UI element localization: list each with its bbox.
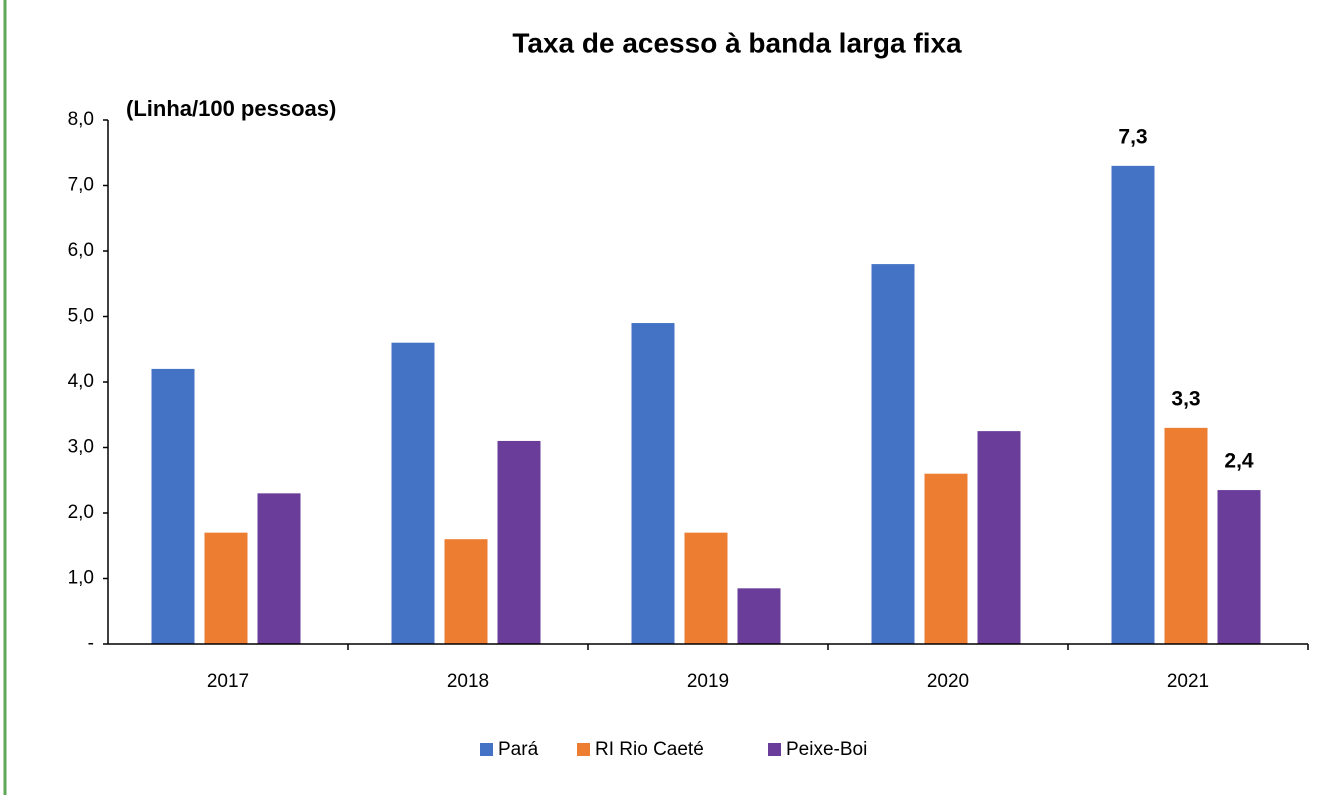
bar <box>737 588 781 644</box>
bar <box>631 323 675 644</box>
x-tick-label: 2020 <box>927 671 969 692</box>
y-tick-label: 1,0 <box>68 568 94 589</box>
x-tick-label: 2019 <box>687 671 729 692</box>
data-label: 3,3 <box>1171 387 1200 410</box>
y-tick-label: 7,0 <box>68 175 94 196</box>
bar <box>204 532 248 644</box>
legend-label: Peixe-Boi <box>786 739 867 760</box>
data-label: 2,4 <box>1224 450 1254 473</box>
y-tick-label: 8,0 <box>68 109 94 130</box>
legend-swatch <box>480 743 493 756</box>
legend-swatch <box>577 743 590 756</box>
bar <box>924 473 968 644</box>
bar <box>977 431 1021 644</box>
bar <box>1111 165 1155 644</box>
y-tick-label: 6,0 <box>68 240 94 261</box>
y-tick-label: 2,0 <box>68 502 94 523</box>
data-label: 7,3 <box>1118 125 1147 148</box>
bar <box>151 368 195 644</box>
y-tick-label: 3,0 <box>68 437 94 458</box>
y-tick-label: 5,0 <box>68 306 94 327</box>
y-tick-label: 4,0 <box>68 371 94 392</box>
bar <box>257 493 301 644</box>
legend-swatch <box>768 743 781 756</box>
legend-label: Pará <box>498 739 539 760</box>
bar <box>684 532 728 644</box>
bar <box>1217 490 1261 644</box>
bar <box>1164 427 1208 644</box>
chart-title: Taxa de acesso à banda larga fixa <box>512 27 962 58</box>
legend-label: RI Rio Caeté <box>595 739 704 760</box>
x-tick-label: 2017 <box>207 671 249 692</box>
y-axis-label: (Linha/100 pessoas) <box>126 96 336 121</box>
bar <box>497 440 541 644</box>
y-tick-label: - <box>88 633 94 654</box>
bar <box>871 264 915 644</box>
bar <box>444 539 488 644</box>
bar <box>391 342 435 644</box>
x-tick-label: 2021 <box>1167 671 1209 692</box>
x-tick-label: 2018 <box>447 671 489 692</box>
